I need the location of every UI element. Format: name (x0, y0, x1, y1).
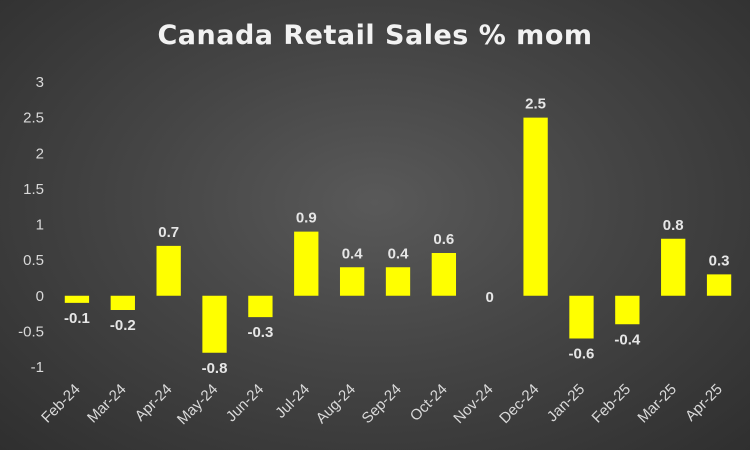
x-tick-label: Mar-24 (84, 381, 130, 427)
x-tick-label: Apr-24 (132, 381, 176, 425)
x-tick-label: Jul-24 (272, 381, 313, 422)
y-tick-label: 1 (36, 217, 44, 234)
x-tick-label: Jun-24 (223, 381, 267, 425)
x-tick-label: Apr-25 (682, 381, 726, 425)
x-tick-label: May-24 (174, 381, 221, 428)
y-tick-label: 2 (36, 145, 44, 162)
y-tick-label: 3 (36, 74, 44, 91)
x-tick-label: Oct-24 (407, 381, 451, 425)
data-label: 2.5 (525, 96, 546, 113)
data-label: -0.4 (614, 331, 641, 348)
bar (569, 295, 594, 339)
y-tick-label: -0.5 (18, 323, 44, 340)
data-label: 0 (486, 289, 494, 306)
bar (431, 253, 457, 296)
data-label: -0.3 (247, 324, 273, 341)
bar (202, 295, 227, 353)
bar (661, 238, 686, 296)
data-label: -0.6 (569, 346, 595, 363)
bar (339, 267, 365, 296)
data-label: 0.4 (342, 245, 364, 262)
x-tick-label: Jan-25 (544, 381, 588, 425)
bar (156, 245, 181, 296)
x-tick-label: Mar-25 (634, 381, 680, 427)
data-label: 0.7 (158, 224, 179, 241)
data-label: 0.6 (433, 231, 454, 248)
chart-title: Canada Retail Sales % mom (157, 20, 593, 51)
data-label: 0.8 (663, 217, 684, 234)
data-label: -0.1 (64, 310, 90, 327)
x-tick-label: Dec-24 (496, 381, 542, 427)
x-tick-label: Feb-24 (38, 381, 84, 427)
data-label: -0.8 (202, 360, 228, 377)
bar (64, 295, 90, 303)
bar (294, 231, 319, 296)
bar (523, 117, 548, 296)
x-tick-label: Sep-24 (359, 381, 405, 427)
data-label: 0.9 (296, 210, 317, 227)
bar (706, 274, 732, 296)
y-tick-label: 1.5 (23, 181, 44, 198)
y-tick-label: 0.5 (23, 252, 44, 269)
data-label: 0.3 (709, 252, 730, 269)
bar (248, 295, 273, 318)
y-tick-label: 2.5 (23, 110, 44, 127)
x-tick-label: Feb-25 (589, 381, 635, 427)
y-tick-label: -1 (31, 359, 44, 376)
x-tick-label: Aug-24 (313, 381, 359, 427)
data-label: 0.4 (388, 245, 410, 262)
x-tick-label: Nov-24 (450, 381, 496, 427)
data-label: -0.2 (110, 317, 136, 334)
bar (385, 267, 411, 296)
bar (110, 295, 135, 310)
y-tick-label: 0 (36, 288, 44, 305)
bar (615, 295, 640, 325)
